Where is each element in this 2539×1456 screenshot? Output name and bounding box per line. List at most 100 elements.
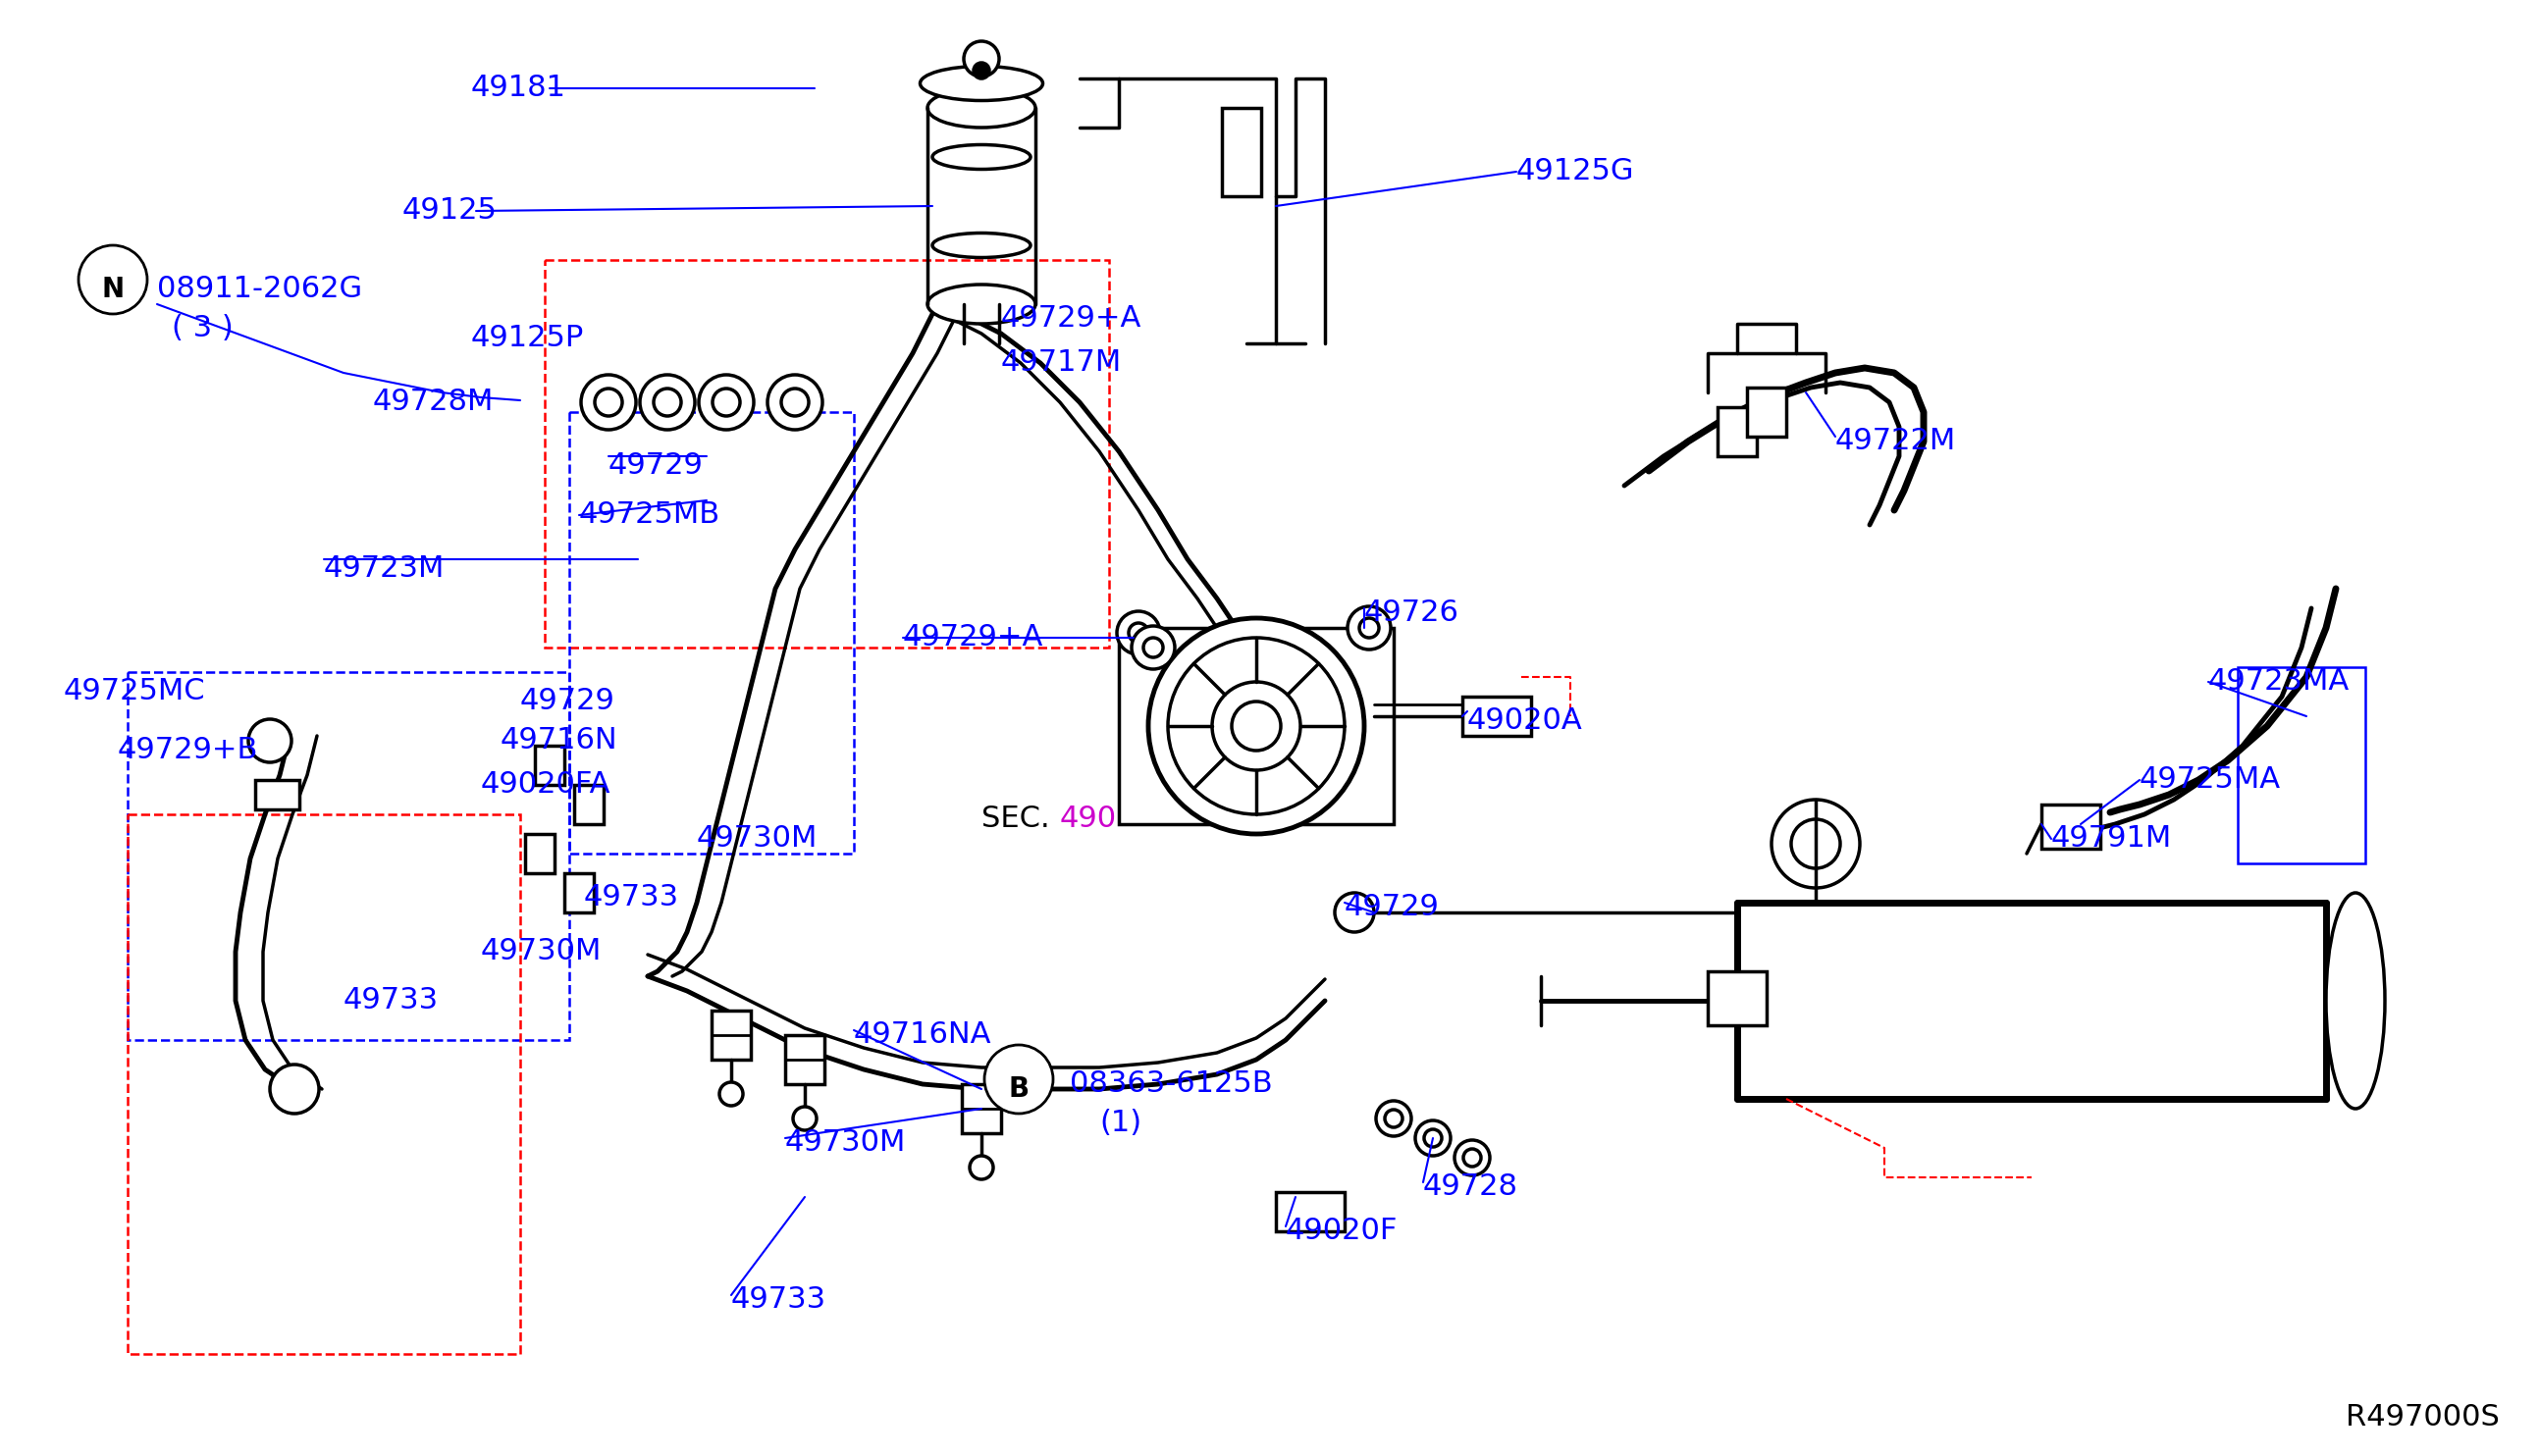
Text: 49725MB: 49725MB bbox=[579, 501, 721, 529]
Bar bbox=[2041, 805, 2100, 849]
Bar bbox=[1277, 1192, 1346, 1232]
Text: 49725MC: 49725MC bbox=[63, 677, 206, 706]
Circle shape bbox=[985, 1045, 1054, 1114]
Text: 49125: 49125 bbox=[401, 197, 498, 224]
Circle shape bbox=[1168, 638, 1346, 814]
Bar bbox=[574, 785, 604, 824]
Circle shape bbox=[1424, 1130, 1442, 1147]
Ellipse shape bbox=[932, 233, 1031, 258]
Bar bbox=[127, 814, 520, 1354]
Bar bbox=[569, 412, 853, 853]
Circle shape bbox=[698, 374, 754, 430]
Text: 49791M: 49791M bbox=[2052, 824, 2173, 853]
Text: 49728M: 49728M bbox=[373, 387, 495, 416]
Text: 49730M: 49730M bbox=[785, 1128, 906, 1156]
Text: 49723M: 49723M bbox=[325, 555, 444, 582]
Bar bbox=[1716, 408, 1757, 456]
Circle shape bbox=[1130, 623, 1148, 642]
Circle shape bbox=[1148, 619, 1363, 834]
Text: ( 3 ): ( 3 ) bbox=[173, 314, 234, 342]
Text: 08363-6125B: 08363-6125B bbox=[1069, 1070, 1272, 1098]
Bar bbox=[526, 834, 554, 874]
Text: 49020F: 49020F bbox=[1285, 1217, 1399, 1245]
Bar bbox=[564, 874, 594, 913]
Text: 49723MA: 49723MA bbox=[2209, 667, 2349, 696]
Circle shape bbox=[1358, 619, 1379, 638]
Text: 49729: 49729 bbox=[520, 687, 614, 715]
Text: 49729: 49729 bbox=[1346, 893, 1440, 922]
Circle shape bbox=[1384, 1109, 1402, 1127]
Circle shape bbox=[1211, 681, 1300, 770]
Text: 49733: 49733 bbox=[731, 1286, 828, 1313]
Circle shape bbox=[1132, 626, 1176, 670]
Text: 49722M: 49722M bbox=[1836, 427, 1955, 456]
Text: 49729: 49729 bbox=[609, 451, 703, 480]
Bar bbox=[256, 780, 300, 810]
Ellipse shape bbox=[919, 66, 1044, 100]
Text: 49733: 49733 bbox=[584, 882, 680, 911]
Circle shape bbox=[1772, 799, 1861, 888]
Circle shape bbox=[1336, 893, 1374, 932]
Bar bbox=[1709, 971, 1767, 1025]
Text: 49020FA: 49020FA bbox=[480, 770, 612, 799]
Circle shape bbox=[269, 1064, 320, 1114]
Text: 49733: 49733 bbox=[343, 986, 439, 1015]
Text: 49716NA: 49716NA bbox=[853, 1021, 993, 1048]
Bar bbox=[127, 673, 569, 1040]
Text: 49725MA: 49725MA bbox=[2140, 766, 2280, 794]
Text: 49726: 49726 bbox=[1363, 598, 1460, 628]
Circle shape bbox=[1414, 1121, 1450, 1156]
Circle shape bbox=[782, 389, 810, 416]
Circle shape bbox=[1455, 1140, 1490, 1175]
Circle shape bbox=[1143, 638, 1163, 657]
Circle shape bbox=[1376, 1101, 1412, 1136]
Circle shape bbox=[79, 245, 147, 314]
Bar bbox=[1120, 628, 1394, 824]
Text: N: N bbox=[102, 275, 124, 303]
Circle shape bbox=[792, 1107, 818, 1130]
Circle shape bbox=[965, 41, 1000, 77]
Text: 490: 490 bbox=[1059, 805, 1117, 833]
Bar bbox=[1462, 696, 1531, 735]
Text: 49728: 49728 bbox=[1422, 1172, 1518, 1201]
Text: 49717M: 49717M bbox=[1000, 348, 1122, 377]
Text: 49729+A: 49729+A bbox=[904, 623, 1044, 651]
Circle shape bbox=[970, 1156, 993, 1179]
Bar bbox=[711, 1010, 752, 1060]
Circle shape bbox=[1790, 820, 1841, 868]
Text: R497000S: R497000S bbox=[2346, 1404, 2498, 1431]
Circle shape bbox=[1462, 1149, 1480, 1166]
Text: B: B bbox=[1008, 1076, 1028, 1102]
Circle shape bbox=[1231, 702, 1280, 750]
Circle shape bbox=[713, 389, 739, 416]
Bar bbox=[2237, 667, 2366, 863]
Circle shape bbox=[594, 389, 622, 416]
Circle shape bbox=[249, 719, 292, 763]
Text: 49125P: 49125P bbox=[472, 323, 584, 352]
Text: 49730M: 49730M bbox=[696, 824, 818, 853]
Bar bbox=[546, 261, 1110, 648]
Ellipse shape bbox=[927, 89, 1036, 128]
Text: 49730M: 49730M bbox=[480, 938, 602, 965]
Text: 49716N: 49716N bbox=[500, 727, 617, 754]
Text: 49125G: 49125G bbox=[1516, 157, 1635, 185]
Circle shape bbox=[972, 63, 990, 79]
Text: 49729+A: 49729+A bbox=[1000, 304, 1143, 332]
Text: (1): (1) bbox=[1099, 1108, 1143, 1137]
Text: SEC.: SEC. bbox=[983, 805, 1049, 833]
Bar bbox=[1221, 108, 1262, 197]
Text: 08911-2062G: 08911-2062G bbox=[157, 275, 363, 303]
Ellipse shape bbox=[2326, 893, 2384, 1108]
Ellipse shape bbox=[932, 144, 1031, 169]
Text: 49729+B: 49729+B bbox=[117, 735, 259, 764]
Bar bbox=[962, 1085, 1000, 1133]
Circle shape bbox=[653, 389, 680, 416]
Circle shape bbox=[1117, 612, 1160, 654]
Bar bbox=[536, 745, 564, 785]
Circle shape bbox=[581, 374, 635, 430]
Bar bbox=[785, 1035, 825, 1085]
Text: 49181: 49181 bbox=[472, 74, 566, 102]
Ellipse shape bbox=[927, 284, 1036, 323]
Circle shape bbox=[719, 1082, 744, 1105]
Circle shape bbox=[1348, 606, 1391, 649]
